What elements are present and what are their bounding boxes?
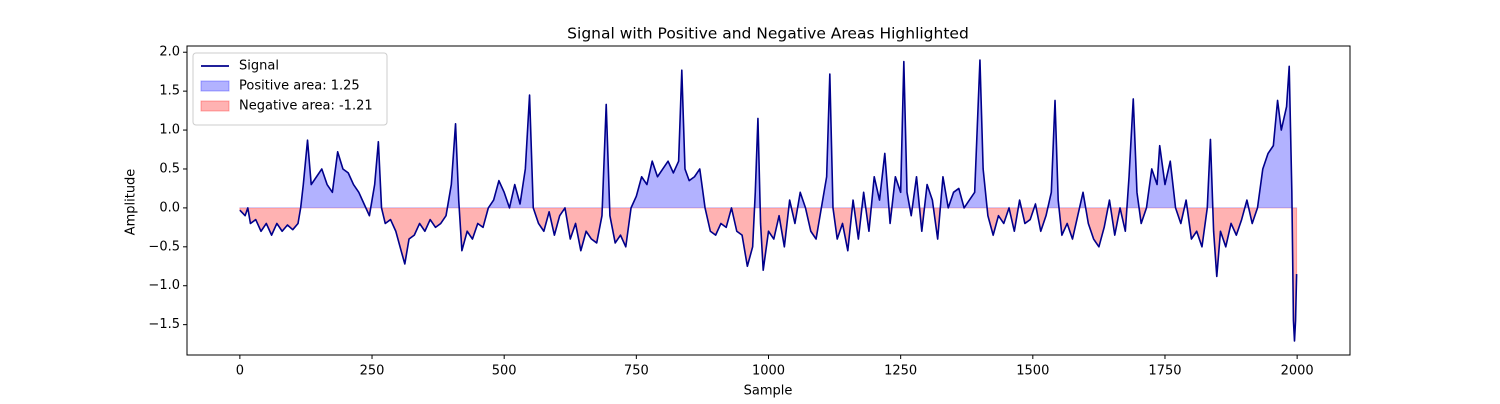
y-tick-label: −0.5: [148, 239, 180, 254]
x-tick-label: 2000: [1281, 364, 1314, 379]
x-tick-label: 1500: [1016, 364, 1049, 379]
y-tick-label: 0.5: [159, 161, 180, 176]
x-tick-label: 500: [492, 364, 517, 379]
x-tick-label: 750: [624, 364, 649, 379]
legend-patch: [200, 80, 230, 92]
y-tick-label: 1.0: [159, 123, 180, 138]
legend-label: Signal: [239, 59, 279, 74]
y-tick-label: 1.5: [159, 84, 180, 99]
x-tick-label: 1250: [884, 364, 917, 379]
y-tick-label: 0.0: [159, 200, 180, 215]
y-tick-label: 2.0: [159, 45, 180, 60]
x-tick-label: 250: [360, 364, 385, 379]
legend-patch: [200, 100, 230, 112]
y-tick-label: −1.5: [148, 317, 180, 332]
y-tick-label: −1.0: [148, 278, 180, 293]
y-axis-label: Amplitude: [124, 169, 139, 236]
legend-box: [192, 52, 388, 126]
legend-label: Negative area: -1.21: [239, 99, 373, 114]
x-tick-label: 0: [236, 364, 244, 379]
legend-label: Positive area: 1.25: [239, 79, 360, 94]
chart-title: Signal with Positive and Negative Areas …: [567, 25, 969, 43]
x-axis-label: Sample: [744, 384, 793, 399]
x-tick-label: 1750: [1148, 364, 1181, 379]
x-tick-label: 1000: [752, 364, 785, 379]
signal-line: [239, 59, 1298, 342]
